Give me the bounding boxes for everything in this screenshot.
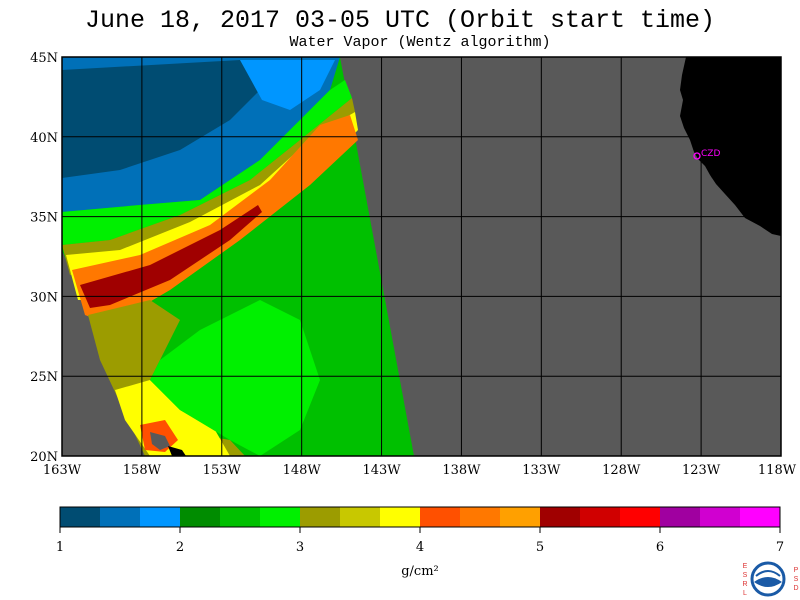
latitude-label: 30N [30,290,58,305]
latitude-label: 35N [30,211,58,226]
latitude-label: 20N [30,450,58,465]
colorbar-swatch [100,507,141,527]
colorbar-swatch [340,507,381,527]
blue-transition [240,60,335,110]
colorbar-ticks: 1 2 3 4 5 6 7 [56,527,784,555]
map-subtitle: Water Vapor (Wentz algorithm) [289,34,551,51]
colorbar-tick-label: 2 [176,540,184,555]
colorbar [59,506,781,528]
station-label: CZD [701,149,720,159]
colorbar-swatch [260,507,301,527]
satellite-swath [62,57,414,456]
longitude-label: 143W [362,463,401,478]
north-america-land [680,57,781,236]
colorbar-swatch [180,507,221,527]
colorbar-swatch [300,507,341,527]
longitude-labels: 163W 158W 153W 148W 143W 138W 133W 128W 123W 118W [43,463,797,478]
colorbar-swatch [420,507,461,527]
colorbar-swatch [220,507,261,527]
channel-islands [708,170,718,180]
colorbar-swatch [380,507,421,527]
longitude-label: 123W [682,463,721,478]
colorbar-unit: g/cm² [401,564,439,579]
green-band [62,80,352,245]
colorbar-tick-label: 5 [536,540,544,555]
colorbar-swatch [660,507,701,527]
hawaii-island-big [168,446,186,456]
longitude-label: 133W [522,463,561,478]
colorbar-tick-label: 6 [656,540,664,555]
colorbar-swatch [740,507,781,527]
longitude-label: 163W [43,463,82,478]
longitude-label: 153W [203,463,242,478]
colorbar-swatch [620,507,661,527]
colorbar-swatch [580,507,621,527]
moist-band-yellow [66,112,358,300]
map-frame [61,56,782,457]
colorbar-tick-label: 3 [296,540,304,555]
longitude-label: 128W [602,463,641,478]
latitude-label: 40N [30,131,58,146]
latitude-label: 45N [30,51,58,66]
colorbar-swatch [60,507,101,527]
station-marker [693,152,701,160]
hawaii-island [150,432,170,450]
colorbar-swatch [140,507,181,527]
longitude-label: 138W [442,463,481,478]
map-title: June 18, 2017 03-05 UTC (Orbit start tim… [84,6,716,35]
colorbar-tick-label: 4 [416,540,424,555]
colorbar-swatch [700,507,741,527]
longitude-label: 148W [283,463,322,478]
colorbar-swatch [500,507,541,527]
colorbar-tick-label: 1 [56,540,64,555]
longitude-label: 118W [758,463,797,478]
longitude-label: 158W [123,463,162,478]
colorbar-swatch [460,507,501,527]
colorbar-swatch [540,507,581,527]
colorbar-tick-label: 7 [776,540,784,555]
latitude-labels: 45N 40N 35N 30N 25N 20N [30,51,58,465]
moist-band-red [80,205,262,308]
lowest-vapor-region [62,60,260,178]
latitude-label: 25N [30,370,58,385]
central-green [150,300,320,456]
noaa-logo [750,561,786,597]
